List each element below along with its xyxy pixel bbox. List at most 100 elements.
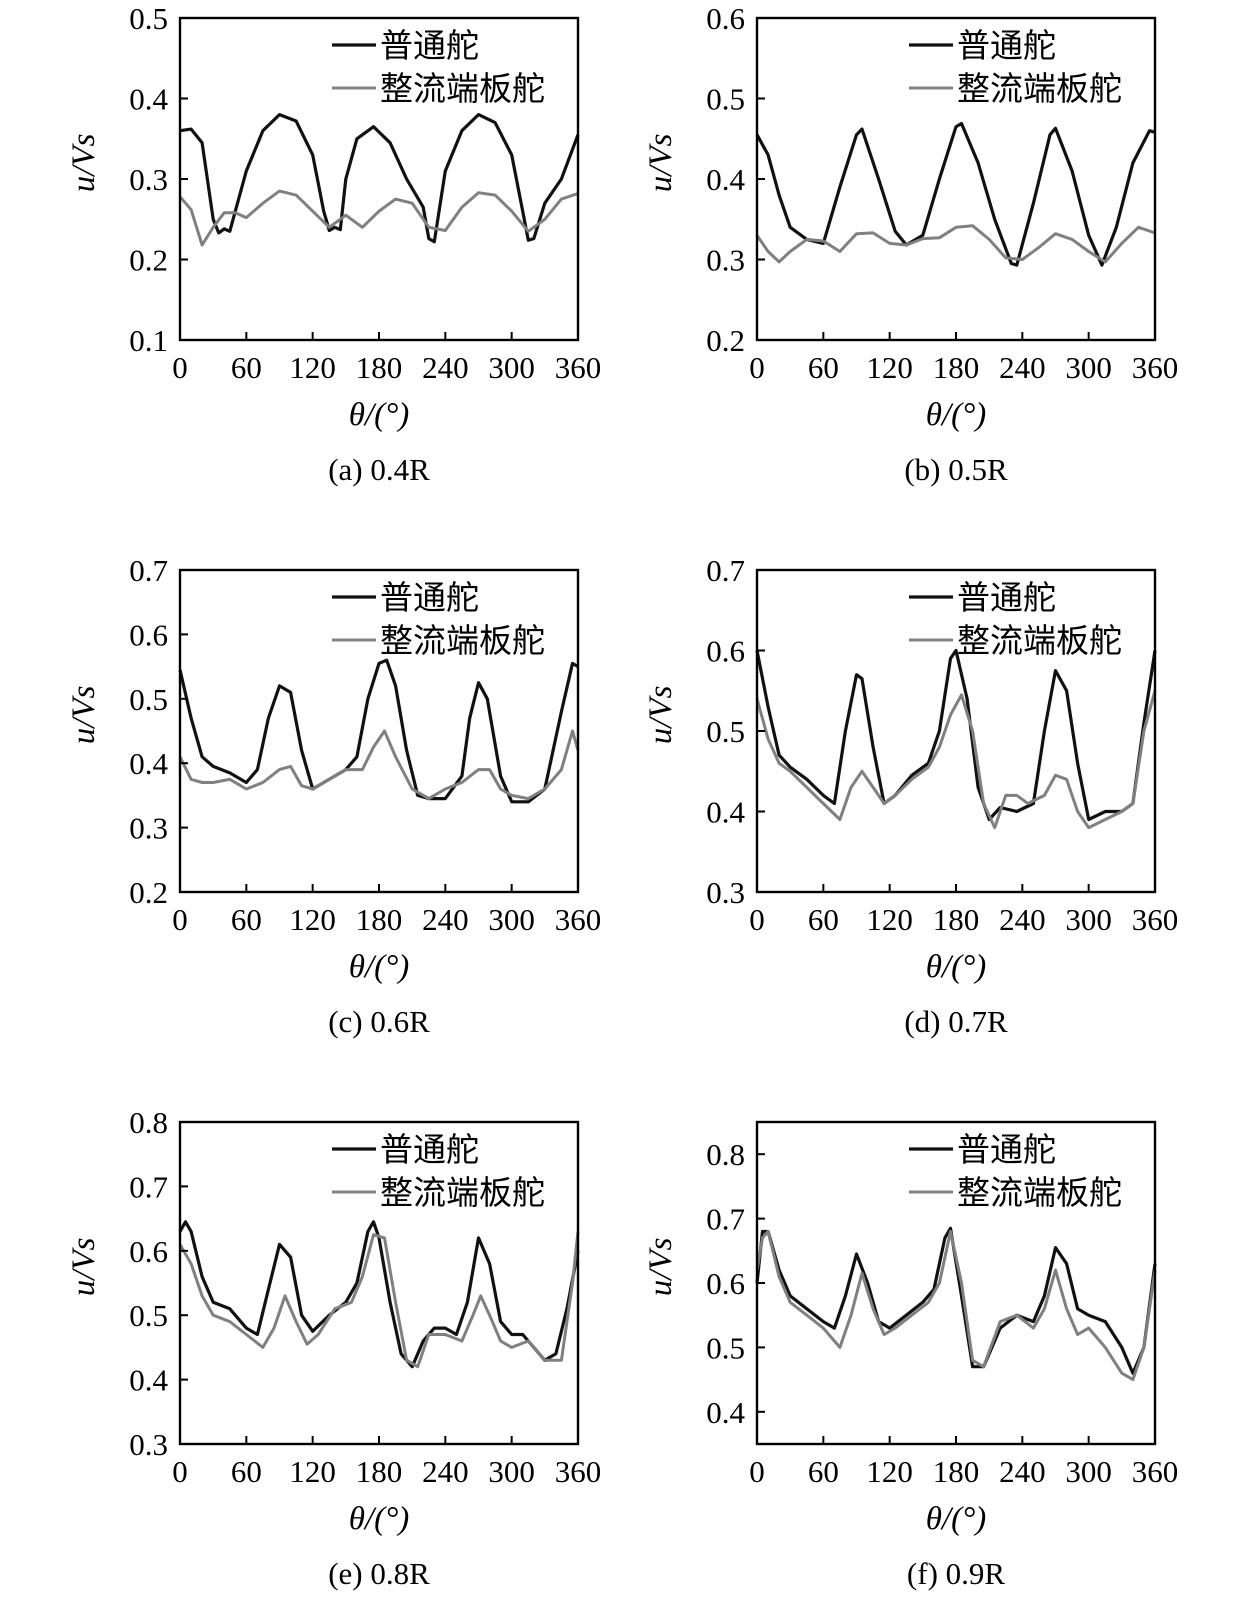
legend-label-1: 普通舵 <box>380 580 479 617</box>
x-tick-label: 120 <box>866 350 913 385</box>
x-tick-label: 180 <box>356 902 403 937</box>
plot-frame <box>178 568 580 894</box>
plot-frame <box>755 1120 1157 1446</box>
y-tick-label: 0.5 <box>706 1330 745 1365</box>
legend-label-2: 整流端板舵 <box>380 71 545 108</box>
y-tick-label: 0.4 <box>129 1363 168 1398</box>
y-tick-label: 0.6 <box>706 1266 745 1301</box>
y-tick-label: 0.8 <box>129 1105 168 1140</box>
x-axis-label: θ/(°) <box>926 1501 987 1537</box>
y-axis-label: u/Vs <box>643 1238 679 1297</box>
y-axis-label: u/Vs <box>643 134 679 193</box>
y-tick-label: 0.7 <box>706 553 745 588</box>
y-tick-label: 0.5 <box>706 82 745 117</box>
panel-c: 0.2 0.3 0.4 0.5 0.6 0.7 0 60 120 180 240 300 360 普通舵整… <box>66 553 601 1039</box>
y-tick-label: 0.7 <box>129 553 168 588</box>
legend-label-1: 普通舵 <box>957 28 1056 65</box>
x-tick-label: 120 <box>866 1454 913 1489</box>
y-tick-label: 0.6 <box>129 1234 168 1269</box>
panel-f: 0.4 0.5 0.6 0.7 0.8 0 60 120 180 240 300 360 普通舵整流端板… <box>643 1120 1179 1591</box>
x-tick-label: 60 <box>808 902 839 937</box>
x-tick-label: 60 <box>231 1454 262 1489</box>
y-axis-label: u/Vs <box>66 1238 102 1297</box>
plot-frame <box>755 568 1157 894</box>
x-tick-label: 360 <box>555 1454 602 1489</box>
plot-frame <box>755 16 1157 342</box>
x-tick-label: 120 <box>866 902 913 937</box>
x-tick-label: 360 <box>555 350 602 385</box>
legend-label-1: 普通舵 <box>957 1132 1056 1169</box>
legend-label-2: 整流端板舵 <box>380 623 545 660</box>
y-tick-label: 0.4 <box>706 795 745 830</box>
panel-b: 0.2 0.3 0.4 0.5 0.6 0 60 120 180 240 300 360 普通舵整流端板… <box>643 1 1178 487</box>
x-tick-label: 180 <box>933 1454 980 1489</box>
panel-caption: (d) 0.7R <box>904 1004 1008 1039</box>
panel-caption: (e) 0.8R <box>328 1556 430 1591</box>
y-tick-label: 0.3 <box>706 243 745 278</box>
x-tick-label: 60 <box>231 902 262 937</box>
panel-caption: (c) 0.6R <box>328 1004 430 1039</box>
y-axis-label: u/Vs <box>66 686 102 745</box>
y-tick-label: 0.5 <box>706 714 745 749</box>
x-tick-label: 300 <box>1065 1454 1112 1489</box>
x-tick-label: 0 <box>172 1454 188 1489</box>
series-line-1 <box>178 1220 580 1369</box>
x-tick-label: 60 <box>808 1454 839 1489</box>
y-tick-label: 0.2 <box>129 875 168 910</box>
panel-caption: (a) 0.4R <box>328 452 430 487</box>
x-tick-label: 120 <box>289 350 336 385</box>
x-tick-label: 180 <box>933 902 980 937</box>
x-axis-label: θ/(°) <box>349 1501 410 1537</box>
panel-caption: (b) 0.5R <box>904 452 1008 487</box>
x-axis-label: θ/(°) <box>926 397 987 433</box>
x-tick-label: 300 <box>1065 350 1112 385</box>
x-axis-label: θ/(°) <box>349 949 410 985</box>
x-tick-label: 360 <box>1132 1454 1179 1489</box>
series-line-1 <box>179 113 580 244</box>
y-tick-label: 0.4 <box>129 746 168 781</box>
x-tick-label: 240 <box>422 902 469 937</box>
x-tick-label: 60 <box>231 350 262 385</box>
legend-label-1: 普通舵 <box>380 1132 479 1169</box>
y-tick-label: 0.6 <box>129 617 168 652</box>
x-tick-label: 300 <box>488 1454 535 1489</box>
plot-frame <box>178 16 580 342</box>
y-tick-label: 0.3 <box>129 811 168 846</box>
y-tick-label: 0.7 <box>129 1169 168 1204</box>
x-axis-label: θ/(°) <box>926 949 987 985</box>
series-line-1 <box>755 1226 1157 1375</box>
y-axis-label: u/Vs <box>66 134 102 193</box>
x-tick-label: 0 <box>172 902 188 937</box>
x-tick-label: 240 <box>422 1454 469 1489</box>
y-tick-label: 0.5 <box>129 682 168 717</box>
panel-d: 0.3 0.4 0.5 0.6 0.7 0 60 120 180 240 300 360 普通舵整流端板… <box>643 553 1178 1039</box>
x-tick-label: 300 <box>488 902 535 937</box>
y-tick-label: 0.5 <box>129 1 168 36</box>
series-line-2 <box>755 1230 1157 1382</box>
series-line-2 <box>755 690 1157 830</box>
x-tick-label: 180 <box>356 350 403 385</box>
series-line-1 <box>178 658 579 804</box>
x-axis-label: θ/(°) <box>349 397 410 433</box>
y-tick-label: 0.8 <box>706 1137 745 1172</box>
x-tick-label: 0 <box>749 902 765 937</box>
legend-label-2: 整流端板舵 <box>380 1175 545 1212</box>
x-tick-label: 120 <box>289 1454 336 1489</box>
series-line-1 <box>755 121 1156 267</box>
y-tick-label: 0.1 <box>129 323 168 358</box>
y-tick-label: 0.6 <box>706 634 745 669</box>
y-tick-label: 0.6 <box>706 1 745 36</box>
legend-label-2: 整流端板舵 <box>957 71 1122 108</box>
series-line-2 <box>178 729 580 801</box>
y-tick-label: 0.2 <box>129 243 168 278</box>
y-tick-label: 0.3 <box>129 162 168 197</box>
y-tick-label: 0.7 <box>706 1202 745 1237</box>
x-tick-label: 300 <box>488 350 535 385</box>
series-line-2 <box>178 189 579 247</box>
series-line-2 <box>178 1231 580 1369</box>
y-tick-label: 0.4 <box>706 1395 745 1430</box>
panel-a: 0.1 0.2 0.3 0.4 0.5 0 60 120 180 240 300 360 普通舵整流端板… <box>66 1 601 487</box>
legend-label-1: 普通舵 <box>957 580 1056 617</box>
x-tick-label: 300 <box>1065 902 1112 937</box>
x-tick-label: 0 <box>749 1454 765 1489</box>
